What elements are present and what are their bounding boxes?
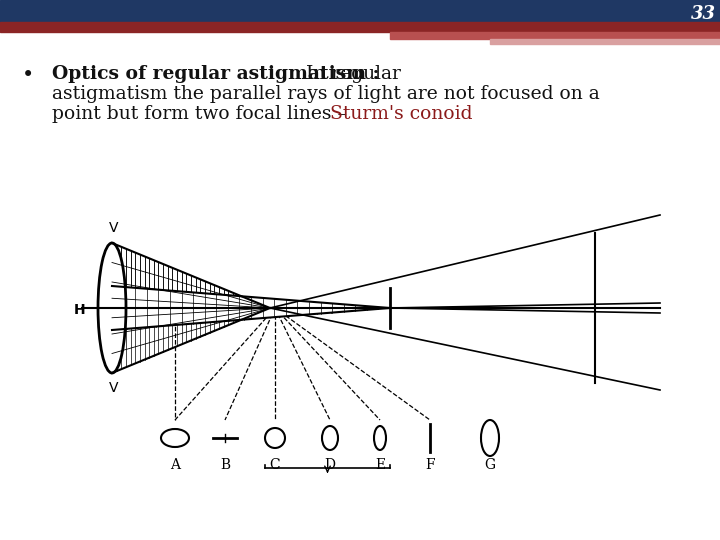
Ellipse shape: [481, 420, 499, 456]
Text: A: A: [170, 458, 180, 472]
Ellipse shape: [98, 243, 126, 373]
Text: G: G: [485, 458, 495, 472]
Text: H: H: [74, 303, 86, 317]
Text: •: •: [22, 65, 34, 85]
Bar: [490, 39, 720, 44]
Text: point but form two focal lines –: point but form two focal lines –: [52, 105, 353, 123]
Bar: [0, 22, 720, 32]
Ellipse shape: [265, 428, 285, 448]
Bar: [390, 32, 720, 39]
Ellipse shape: [161, 429, 189, 447]
Text: In regular: In regular: [300, 65, 401, 83]
Text: B: B: [220, 458, 230, 472]
Text: Optics of regular astigmatism :: Optics of regular astigmatism :: [52, 65, 379, 83]
Text: D: D: [325, 458, 336, 472]
Text: V: V: [109, 221, 119, 235]
Text: astigmatism the parallel rays of light are not focused on a: astigmatism the parallel rays of light a…: [52, 85, 600, 103]
Text: F: F: [426, 458, 435, 472]
Polygon shape: [112, 243, 270, 373]
Text: E: E: [375, 458, 385, 472]
Ellipse shape: [374, 426, 386, 450]
Bar: [0, 0, 720, 22]
Ellipse shape: [322, 426, 338, 450]
Text: C: C: [270, 458, 280, 472]
Text: Sturm's conoid: Sturm's conoid: [330, 105, 472, 123]
Text: 33: 33: [690, 5, 716, 23]
Text: V: V: [109, 381, 119, 395]
Polygon shape: [112, 286, 390, 330]
